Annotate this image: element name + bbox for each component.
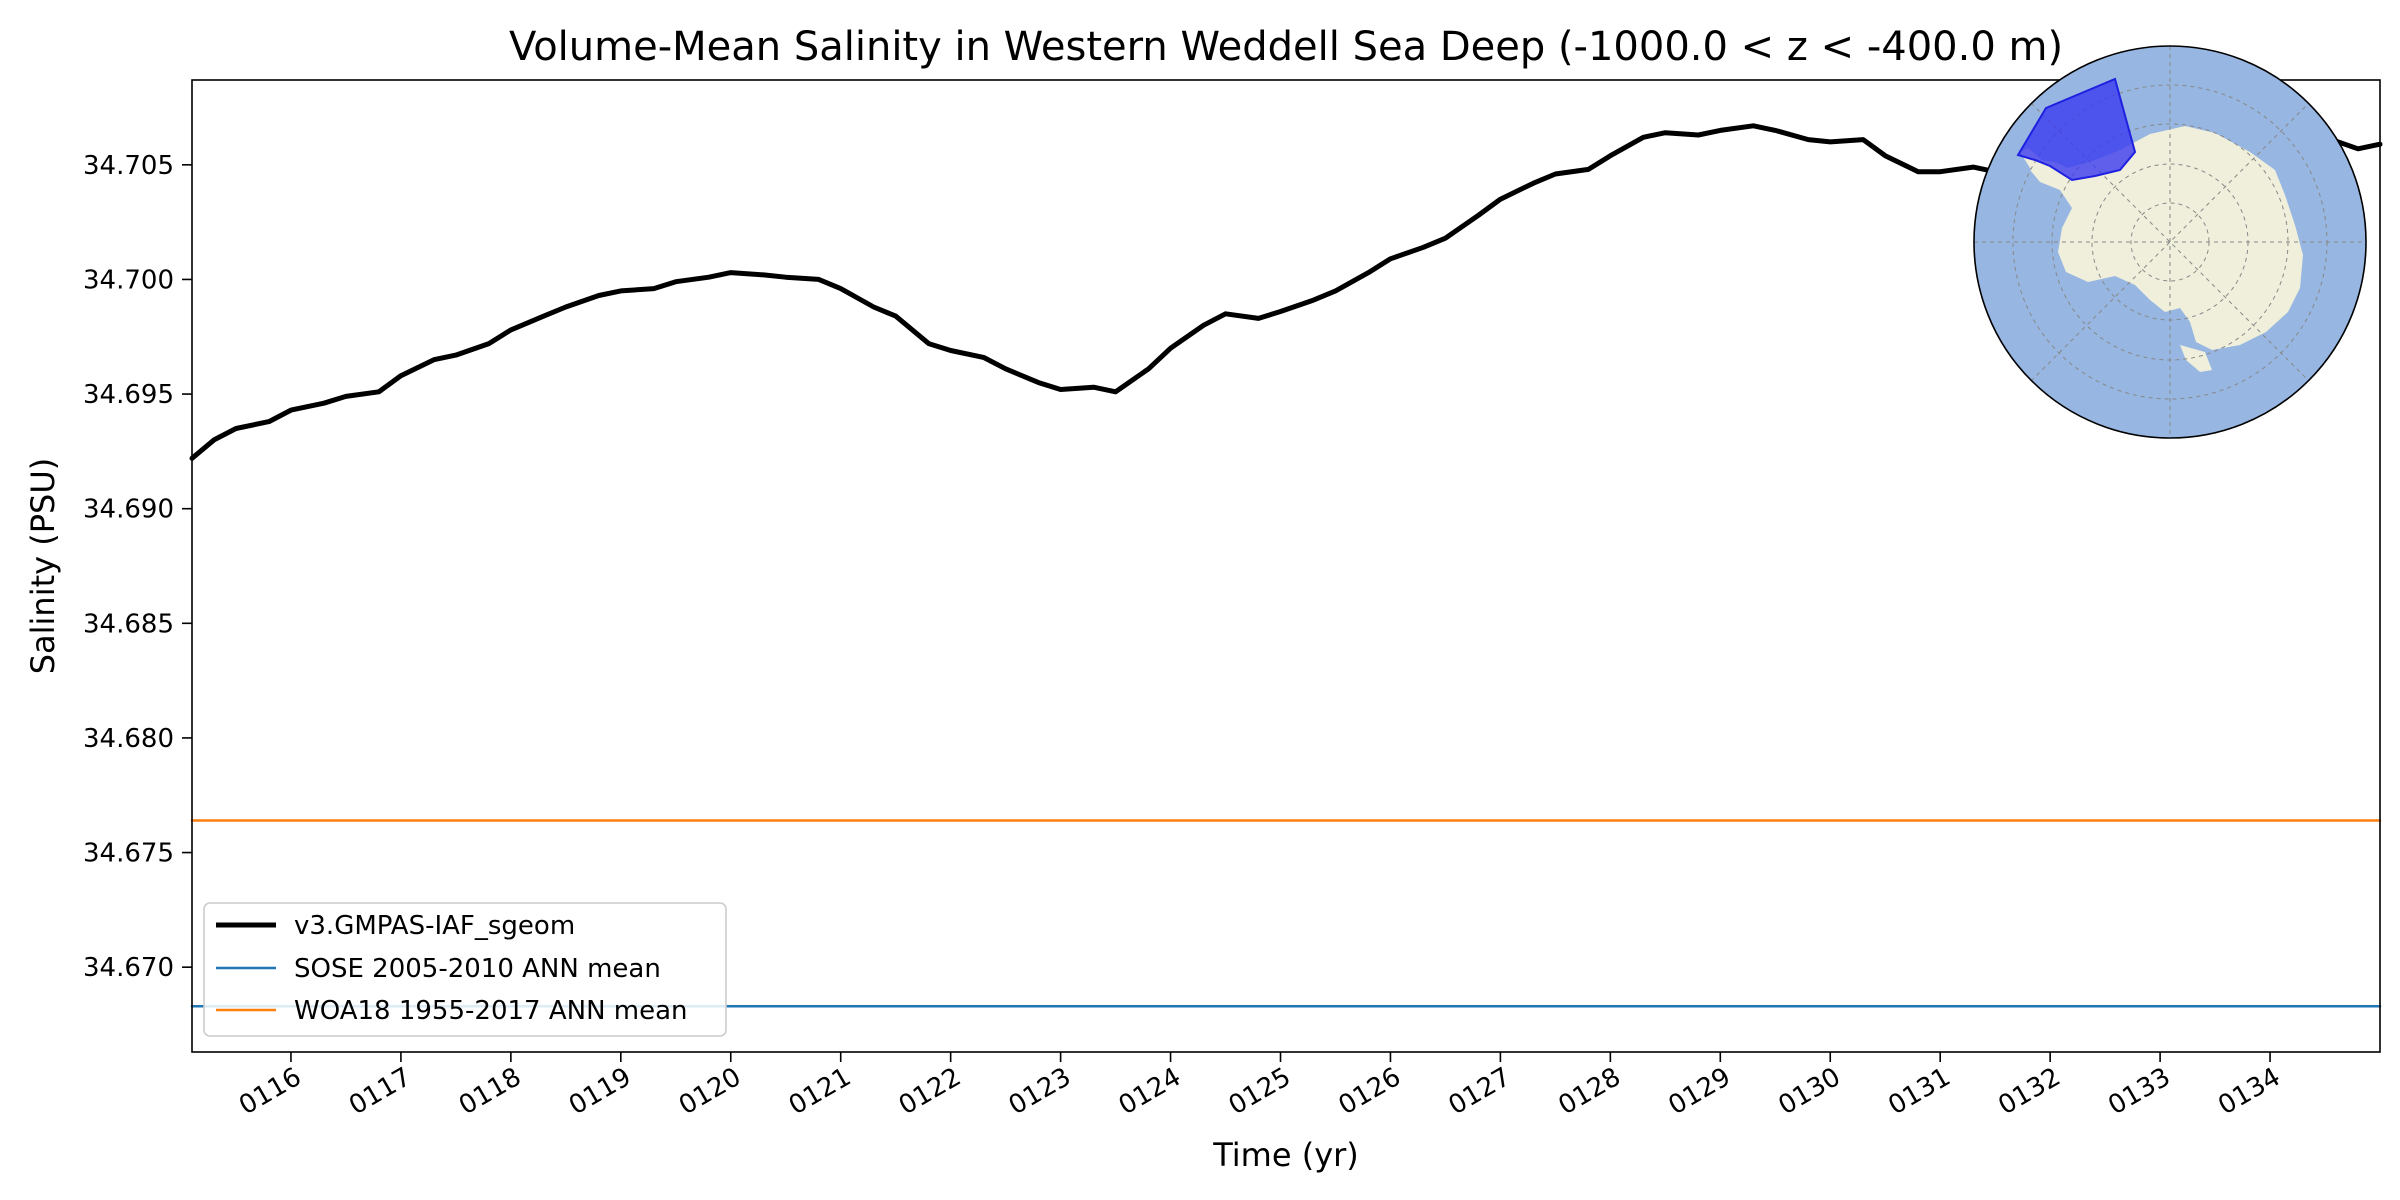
y-tick-label: 34.705	[83, 151, 174, 181]
chart-title: Volume-Mean Salinity in Western Weddell …	[509, 24, 2063, 70]
x-tick-label: 0123	[1004, 1062, 1076, 1121]
legend-label-model: v3.GMPAS-IAF_sgeom	[294, 911, 575, 941]
x-tick-label: 0131	[1883, 1062, 1955, 1121]
x-tick-label: 0120	[674, 1062, 746, 1121]
inset-antarctica-map	[1973, 45, 2367, 439]
y-tick-label: 34.695	[83, 380, 174, 410]
y-axis-label: Salinity (PSU)	[24, 458, 62, 675]
map-ice-shelf-east	[2180, 345, 2212, 372]
x-tick-label: 0118	[454, 1062, 526, 1121]
x-tick-label: 0129	[1663, 1062, 1735, 1121]
x-tick-label: 0121	[784, 1062, 856, 1121]
x-tick-label: 0134	[2213, 1062, 2285, 1121]
x-axis-label: Time (yr)	[1212, 1136, 1359, 1174]
x-tick-label: 0132	[1993, 1062, 2065, 1121]
x-tick-label: 0119	[564, 1062, 636, 1121]
map-antarctica-land	[2030, 126, 2303, 350]
x-tick-label: 0128	[1554, 1062, 1626, 1121]
y-tick-label: 34.690	[83, 495, 174, 525]
legend-box	[203, 902, 727, 1037]
y-tick-label: 34.700	[83, 265, 174, 295]
x-tick-label: 0117	[344, 1062, 416, 1121]
y-axis-ticks: 34.670 34.675 34.680 34.685 34.690 34.695 34.7…	[83, 151, 192, 983]
y-tick-label: 34.680	[83, 724, 174, 754]
x-tick-label: 0122	[894, 1062, 966, 1121]
map-western-weddell-region	[2016, 77, 2137, 182]
x-tick-label: 0125	[1224, 1062, 1296, 1121]
legend-label-sose: SOSE 2005-2010 ANN mean	[294, 954, 661, 984]
x-tick-label: 0127	[1444, 1062, 1516, 1121]
map-border	[1973, 45, 2367, 439]
x-tick-label: 0116	[234, 1062, 306, 1121]
y-tick-label: 34.685	[83, 609, 174, 639]
y-tick-label: 34.670	[83, 953, 174, 983]
plot-frame	[191, 79, 2381, 1053]
x-tick-label: 0133	[2103, 1062, 2175, 1121]
x-axis-ticks: 0116 0117 0118 0119 0120 0121 0122 0123 0124 0125…	[234, 1052, 2286, 1121]
x-tick-label: 0130	[1773, 1062, 1845, 1121]
y-tick-label: 34.675	[83, 839, 174, 869]
legend: v3.GMPAS-IAF_sgeom SOSE 2005-2010 ANN me…	[203, 902, 727, 1037]
legend-label-woa: WOA18 1955-2017 ANN mean	[294, 996, 688, 1026]
x-tick-label: 0124	[1114, 1062, 1186, 1121]
x-tick-label: 0126	[1334, 1062, 1406, 1121]
series-line-0	[189, 123, 2383, 461]
